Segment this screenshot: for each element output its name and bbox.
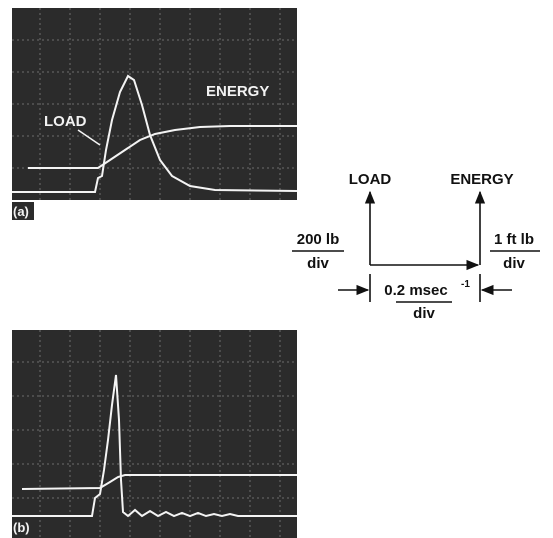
time-unit-top: 0.2 msec: [384, 282, 447, 299]
energy-unit-bottom: div: [503, 255, 525, 272]
energy-unit-top: 1 ft lb: [494, 231, 534, 248]
load-label: LOAD: [44, 113, 87, 130]
time-unit-superscript: -1: [461, 279, 470, 290]
scope-screen: [12, 330, 297, 538]
panel-label: (b): [13, 520, 30, 535]
load-axis-label: LOAD: [349, 171, 392, 188]
time-unit-bottom: div: [413, 305, 435, 322]
scope-panel-b: (b): [12, 330, 297, 538]
scope-screen: [12, 8, 297, 200]
load-unit-bottom: div: [307, 255, 329, 272]
load-unit-top: 200 lb: [297, 231, 340, 248]
scope-panel-a: LOAD ENERGY (a): [12, 8, 297, 220]
scale-key: LOAD ENERGY 200 lb div 1 ft lb div 0.2 m…: [292, 171, 540, 322]
energy-label: ENERGY: [206, 83, 269, 100]
figure: LOAD ENERGY (a) (b) LOAD ENERGY 200 lb d…: [0, 0, 553, 538]
panel-label: (a): [13, 204, 29, 219]
energy-axis-label: ENERGY: [450, 171, 513, 188]
